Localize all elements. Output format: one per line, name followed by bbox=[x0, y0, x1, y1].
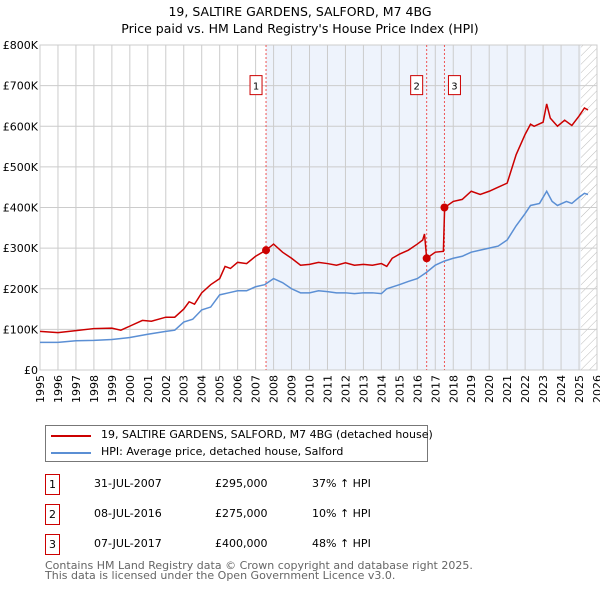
x-tick-label: 2016 bbox=[411, 375, 424, 403]
x-tick-label: 2022 bbox=[519, 375, 532, 403]
x-tick-label: 2007 bbox=[250, 375, 263, 403]
x-tick-label: 1999 bbox=[106, 375, 119, 403]
chart-subtitle: Price paid vs. HM Land Registry's House … bbox=[121, 21, 479, 36]
legend: 19, SALTIRE GARDENS, SALFORD, M7 4BG (de… bbox=[45, 425, 433, 462]
sale-label-box bbox=[249, 75, 263, 96]
x-tick-label: 2017 bbox=[429, 375, 442, 403]
x-tick-label: 1995 bbox=[34, 375, 47, 403]
x-tick-label: 2024 bbox=[555, 375, 568, 403]
x-tick-label: 2015 bbox=[393, 375, 406, 403]
x-tick-label: 2018 bbox=[447, 375, 460, 403]
x-tick-label: 2025 bbox=[573, 375, 586, 403]
x-tick-label: 2011 bbox=[321, 375, 334, 403]
x-tick-label: 1996 bbox=[52, 375, 65, 403]
hpi-series-line bbox=[40, 189, 589, 344]
x-tick-label: 2021 bbox=[501, 375, 514, 403]
legend-label-hpi: HPI: Average price, detached house, Salf… bbox=[101, 445, 344, 458]
y-tick-label: £500K bbox=[3, 161, 39, 174]
legend-label-property: 19, SALTIRE GARDENS, SALFORD, M7 4BG (de… bbox=[101, 428, 433, 441]
sale-label: 1 bbox=[253, 82, 259, 93]
footer-licence: This data is licensed under the Open Gov… bbox=[45, 569, 396, 582]
x-tick-label: 2026 bbox=[591, 375, 600, 403]
x-tick-label: 2000 bbox=[124, 375, 137, 403]
x-tick-label: 2003 bbox=[178, 375, 191, 403]
x-tick-label: 1997 bbox=[70, 375, 83, 403]
y-tick-label: £0 bbox=[24, 364, 38, 377]
x-tick-label: 2013 bbox=[357, 375, 370, 403]
x-tick-label: 2005 bbox=[214, 375, 227, 403]
sale-point bbox=[440, 203, 449, 212]
sale-hpi-change: 37% ↑ HPI bbox=[312, 477, 371, 490]
y-tick-label: £800K bbox=[3, 39, 39, 52]
property-series-line bbox=[39, 103, 589, 334]
sale-hpi-change: 10% ↑ HPI bbox=[312, 507, 371, 520]
plot-border bbox=[39, 44, 598, 371]
x-tick-label: 2014 bbox=[375, 375, 388, 403]
sale-label: 3 bbox=[451, 82, 457, 93]
y-tick-label: £300K bbox=[3, 242, 39, 255]
y-tick-label: £400K bbox=[3, 202, 39, 215]
sale-label-box bbox=[410, 75, 424, 96]
x-tick-label: 2010 bbox=[304, 375, 317, 403]
sale-point bbox=[422, 254, 431, 263]
x-tick-label: 2012 bbox=[339, 375, 352, 403]
x-tick-label: 2006 bbox=[232, 375, 245, 403]
y-tick-label: £600K bbox=[3, 120, 39, 133]
x-tick-label: 2023 bbox=[537, 375, 550, 403]
x-tick-label: 2020 bbox=[483, 375, 496, 403]
sale-number-badge: 1 bbox=[45, 474, 60, 495]
x-tick-label: 2004 bbox=[196, 375, 209, 403]
y-tick-label: £200K bbox=[3, 283, 39, 296]
legend-blue-line bbox=[51, 452, 91, 454]
sale-price: £295,000 bbox=[215, 477, 268, 490]
footer-copyright: Contains HM Land Registry data © Crown c… bbox=[45, 559, 473, 572]
x-tick-label: 2009 bbox=[286, 375, 299, 403]
sale-number-badge: 2 bbox=[45, 504, 60, 525]
x-tick-label: 2019 bbox=[465, 375, 478, 403]
sale-price: £275,000 bbox=[215, 507, 268, 520]
sale-price: £400,000 bbox=[215, 537, 268, 550]
sale-number-badge: 3 bbox=[45, 534, 60, 555]
chart-title: 19, SALTIRE GARDENS, SALFORD, M7 4BG bbox=[168, 4, 432, 19]
y-tick-label: £100K bbox=[3, 323, 39, 336]
x-tick-label: 2008 bbox=[268, 375, 281, 403]
sale-hpi-change: 48% ↑ HPI bbox=[312, 537, 371, 550]
plot-area: 1995 1996 1997 1998 1999 2000 2001 2002 2003 2004… bbox=[3, 39, 600, 403]
sale-date: 07-JUL-2017 bbox=[94, 537, 162, 550]
sale-date: 31-JUL-2007 bbox=[94, 477, 162, 490]
x-tick-label: 2001 bbox=[142, 375, 155, 403]
sale-point bbox=[262, 246, 271, 255]
sale-label: 2 bbox=[413, 82, 419, 93]
sale-label-box bbox=[447, 75, 461, 96]
x-tick-label: 1998 bbox=[88, 375, 101, 403]
x-tick-label: 2002 bbox=[160, 375, 173, 403]
y-tick-label: £700K bbox=[3, 80, 39, 93]
legend-red-line bbox=[51, 435, 91, 437]
sale-date: 08-JUL-2016 bbox=[94, 507, 162, 520]
